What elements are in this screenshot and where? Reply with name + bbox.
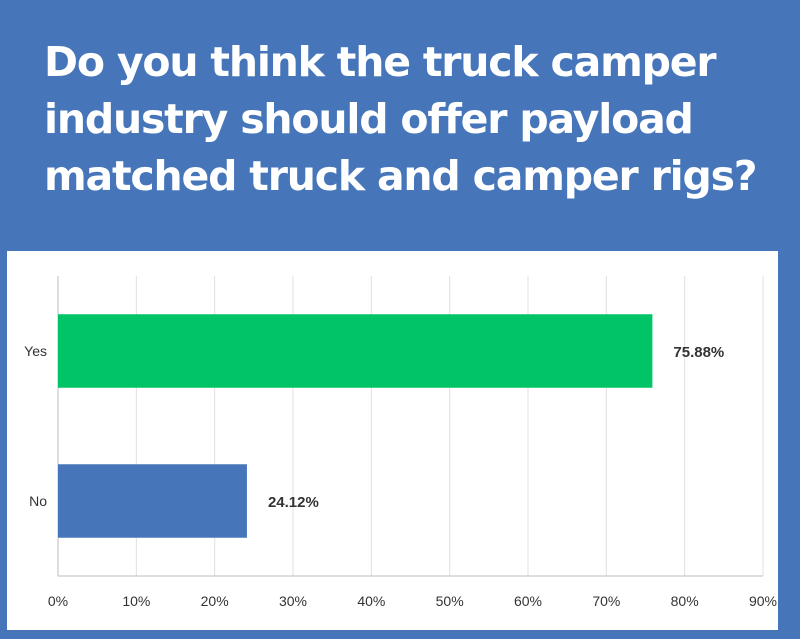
bar-yes	[58, 314, 653, 388]
data-label: 24.12%	[268, 494, 319, 511]
poll-question: Do you think the truck camper industry s…	[44, 38, 758, 200]
category-label: Yes	[24, 343, 47, 359]
x-tick-label: 10%	[122, 593, 150, 609]
x-tick-label: 50%	[436, 593, 464, 609]
x-tick-label: 90%	[749, 593, 777, 609]
category-label: No	[29, 493, 47, 509]
x-tick-label: 30%	[279, 593, 307, 609]
x-tick-label: 60%	[514, 593, 542, 609]
x-tick-label: 0%	[48, 593, 68, 609]
x-tick-label: 70%	[592, 593, 620, 609]
bar-chart: 0% 10% 20% 30% 40% 50% 60% 70% 80% 90% Yes 75.88% No…	[24, 276, 777, 609]
x-tick-label: 40%	[357, 593, 385, 609]
x-tick-label: 20%	[201, 593, 229, 609]
x-tick-label: 80%	[671, 593, 699, 609]
bar-no	[58, 464, 247, 538]
data-label: 75.88%	[673, 344, 724, 361]
chart-panel: 0% 10% 20% 30% 40% 50% 60% 70% 80% 90% Yes 75.88% No…	[7, 251, 778, 630]
